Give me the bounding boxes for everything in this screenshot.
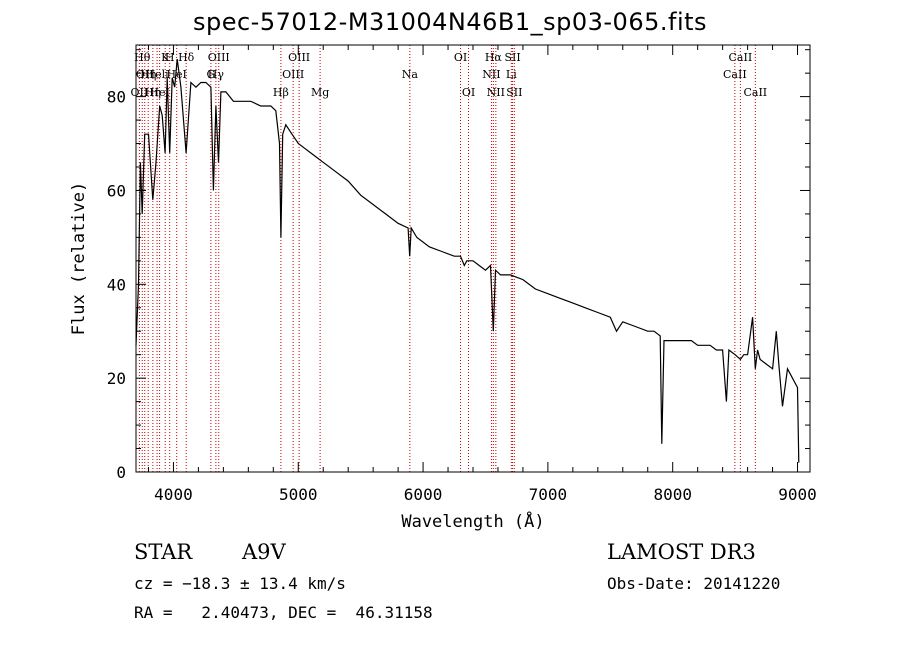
line-label-8: H <box>165 51 175 64</box>
line-label-20: OI <box>462 86 475 99</box>
line-label-28: CaII <box>729 51 753 64</box>
survey-name: LAMOST DR3 <box>607 540 756 564</box>
line-label-1: Hθ <box>134 51 151 64</box>
line-label-21: NII <box>482 68 500 81</box>
line-label-12: Hγ <box>208 68 225 81</box>
y-axis-label: Flux (relative) <box>69 182 89 336</box>
line-label-7: K <box>161 51 170 64</box>
object-class: STAR <box>134 540 193 564</box>
line-label-2: OII <box>136 68 154 81</box>
line-label-11: G <box>206 68 215 81</box>
object-subclass: A9V <box>242 540 286 564</box>
x-tick-label-3: 7000 <box>529 485 568 504</box>
line-label-15: OIII <box>282 68 304 81</box>
line-label-23: NII <box>487 86 505 99</box>
spectrum-line <box>135 59 800 463</box>
line-label-4: Hη <box>145 86 161 99</box>
line-label-17: Mg <box>311 86 329 99</box>
line-label-14: Hβ <box>273 86 289 99</box>
line-label-6: HeI <box>149 86 169 99</box>
y-tick-label-3: 60 <box>107 181 126 200</box>
line-label-3: Hη <box>140 68 156 81</box>
line-label-29: CaII <box>743 86 767 99</box>
plot-frame <box>135 44 811 473</box>
x-tick-label-0: 4000 <box>154 485 193 504</box>
line-label-13: OIII <box>208 51 230 64</box>
y-tick-label-4: 80 <box>107 88 126 107</box>
obs-date-text: Obs-Date: 20141220 <box>607 574 781 593</box>
line-label-18: Na <box>402 68 419 81</box>
y-tick-label-0: 0 <box>116 463 126 482</box>
line-label-24: Li <box>506 68 517 81</box>
line-label-16: OIII <box>288 51 310 64</box>
chart-title: spec-57012-M31004N46B1_sp03-065.fits <box>192 8 708 36</box>
redshift-text: cz = −18.3 ± 13.4 km/s <box>134 574 346 593</box>
x-tick-label-4: 8000 <box>653 485 692 504</box>
line-label-0: OII <box>131 86 149 99</box>
y-tick-label-1: 20 <box>107 369 126 388</box>
coordinates-text: RA = 2.40473, DEC = 46.31158 <box>134 603 433 622</box>
x-tick-label-5: 9000 <box>778 485 817 504</box>
line-label-25: SII <box>504 51 520 64</box>
line-label-5: Heli <box>146 68 170 81</box>
line-label-22: Hα <box>485 51 503 64</box>
line-label-10: Hδ <box>178 51 195 64</box>
x-axis-label: Wavelength (Å) <box>401 510 544 532</box>
line-label-19: OI <box>454 51 467 64</box>
line-label-9: HeI <box>166 68 186 81</box>
line-label-26: SII <box>506 86 522 99</box>
x-tick-label-1: 5000 <box>279 485 318 504</box>
x-tick-label-2: 6000 <box>404 485 443 504</box>
line-label-27: CaII <box>723 68 747 81</box>
y-tick-label-2: 40 <box>107 275 126 294</box>
